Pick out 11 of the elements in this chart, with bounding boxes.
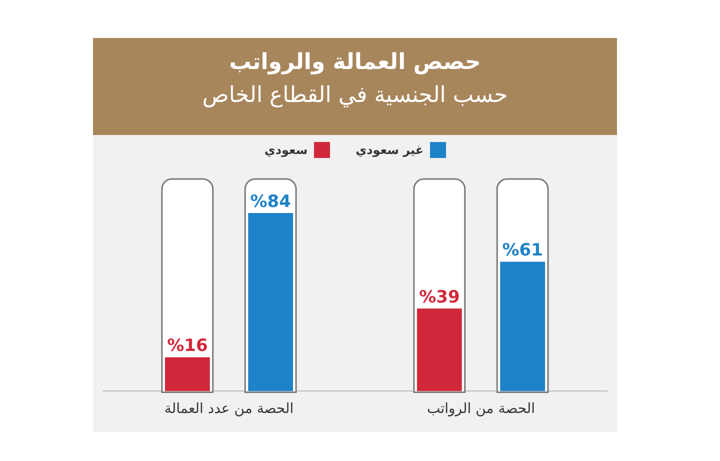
data-label: %39 [419, 287, 460, 308]
legend-label: سعودي [264, 143, 308, 157]
x-tick-label: الحصة من عدد العمالة [164, 401, 294, 418]
data-label: %61 [502, 240, 543, 261]
chart-title: حصص العمالة والرواتب [228, 49, 482, 75]
data-label: %16 [167, 336, 208, 356]
legend-label: غير سعودي [356, 143, 424, 157]
chart-subtitle: حسب الجنسية في القطاع الخاص [201, 82, 509, 108]
data-label: %84 [250, 192, 292, 212]
bar [164, 357, 210, 392]
x-tick-label: الحصة من الرواتب [426, 401, 536, 418]
